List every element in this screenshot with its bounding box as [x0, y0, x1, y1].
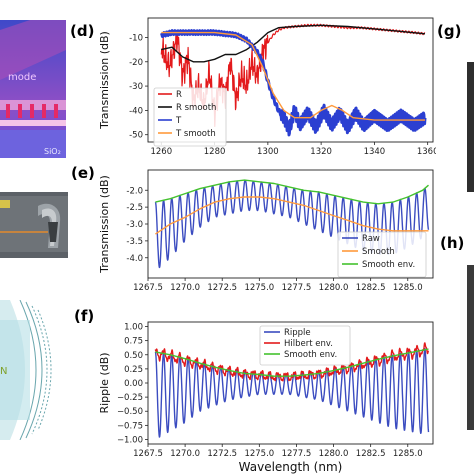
y-tick-label: 0.50 — [124, 351, 143, 361]
x-tick-label: 1267.5 — [133, 449, 163, 459]
photo-h — [467, 265, 474, 430]
series-line-t-smooth — [161, 31, 425, 121]
x-tick-label: 1275.0 — [244, 449, 274, 459]
x-tick-label: 1280 — [204, 147, 226, 157]
y-tick-label: −1.00 — [117, 435, 143, 445]
x-tick-label: 1272.5 — [207, 449, 237, 459]
y-tick-label: −0.50 — [117, 407, 143, 417]
y-tick-label: 1.00 — [124, 323, 143, 333]
image-grating-layout: N — [0, 299, 62, 441]
x-tick-label: 1280.0 — [319, 283, 349, 293]
x-tick-label: 1260 — [150, 147, 172, 157]
series-line-t — [159, 29, 427, 137]
y-axis-label: Ripple (dB) — [98, 352, 111, 413]
legend-entry: R — [176, 90, 182, 100]
x-tick-label: 1267.5 — [133, 283, 163, 293]
legend-entry: Ripple — [284, 328, 311, 338]
y-tick-label: −0.75 — [117, 421, 143, 431]
mode-text: mode — [8, 72, 36, 83]
y-tick-label: 0.75 — [124, 337, 143, 347]
x-tick-label: 1300 — [257, 147, 279, 157]
y-tick-label: -2.0 — [126, 186, 143, 196]
x-tick-label: 1320 — [310, 147, 332, 157]
legend-entry: T smooth — [175, 129, 216, 139]
legend-box-d — [153, 87, 227, 147]
legend-entry: Smooth — [362, 247, 395, 257]
panel-label-f: (f) — [74, 307, 95, 325]
microscope-graphic — [0, 192, 68, 258]
y-tick-label: -10 — [129, 33, 143, 43]
panel-label-e: (e) — [71, 164, 95, 182]
x-tick-label: 1280.0 — [319, 449, 349, 459]
y-tick-label: -3.0 — [126, 220, 143, 230]
y-tick-label: -50 — [129, 131, 143, 141]
svg-text:N: N — [0, 366, 7, 377]
chart-e: 1267.5 1270.0 1272.5 1275.0 1277.5 1280.0 1282… — [98, 169, 434, 293]
series-line-smooth-env- — [155, 348, 429, 377]
series-line-smooth-env- — [155, 179, 429, 205]
panel-label-d: (d) — [70, 22, 95, 40]
x-tick-label: 1360 — [417, 147, 436, 157]
y-tick-label: -2.5 — [126, 203, 143, 213]
x-tick-label: 1270.0 — [170, 449, 200, 459]
panel-label-g: (g) — [437, 22, 462, 40]
y-axis-label: Transmission (dB) — [98, 31, 111, 130]
legend-entry: Raw — [362, 234, 380, 244]
y-tick-label: -40 — [129, 106, 143, 116]
x-tick-label: 1282.5 — [356, 283, 386, 293]
x-tick-label: 1277.5 — [282, 283, 312, 293]
grating-layout-graphic: N — [0, 299, 62, 441]
photo-g — [467, 62, 474, 192]
x-tick-label: 1285.0 — [393, 449, 423, 459]
y-tick-label: 0.00 — [124, 379, 143, 389]
y-tick-label: 0.25 — [124, 365, 143, 375]
series-line-smooth — [155, 196, 429, 235]
x-axis-label: Wavelength (nm) — [239, 460, 343, 474]
legend-entry: Smooth env. — [284, 350, 337, 360]
y-tick-label: -20 — [129, 58, 143, 68]
legend-entry: Hilbert env. — [284, 339, 333, 349]
series-group-e — [154, 179, 430, 269]
y-tick-label: -3.5 — [126, 237, 143, 247]
legend-entry: R smooth — [176, 103, 216, 113]
x-tick-label: 1277.5 — [282, 449, 312, 459]
y-tick-label: −0.25 — [117, 393, 143, 403]
waveguide-crosssection-graphic: mode SiO₂ — [0, 20, 66, 158]
chart-f: 1267.5 1270.0 1272.5 1275.0 1277.5 1280.0 1282… — [98, 321, 434, 474]
x-tick-label: 1270.0 — [170, 283, 200, 293]
x-tick-label: 1282.5 — [356, 449, 386, 459]
image-microscope — [0, 192, 68, 258]
x-tick-label: 1340 — [364, 147, 386, 157]
panel-label-h: (h) — [440, 234, 465, 252]
chart-d: 1260 1280 1300 1320 1340 1360 -10 -20 -30 -40 -50 T… — [98, 17, 436, 157]
x-tick-label: 1272.5 — [207, 283, 237, 293]
x-tick-label: 1275.0 — [244, 283, 274, 293]
legend-box-f — [259, 325, 351, 366]
legend-entry: Smooth env. — [362, 260, 415, 270]
x-tick-label: 1285.0 — [393, 283, 423, 293]
legend-box-e — [337, 231, 427, 278]
series-group-f — [154, 342, 430, 438]
legend-entry: T — [175, 116, 182, 126]
y-tick-label: -30 — [129, 82, 143, 92]
image-waveguide-crosssection: mode SiO₂ — [0, 20, 66, 158]
series-line-ripple — [154, 348, 430, 438]
sio2-text: SiO₂ — [44, 147, 61, 156]
series-line-raw — [154, 179, 430, 269]
y-axis-label: Transmission (dB) — [98, 175, 111, 274]
y-tick-label: -4.0 — [126, 254, 143, 264]
